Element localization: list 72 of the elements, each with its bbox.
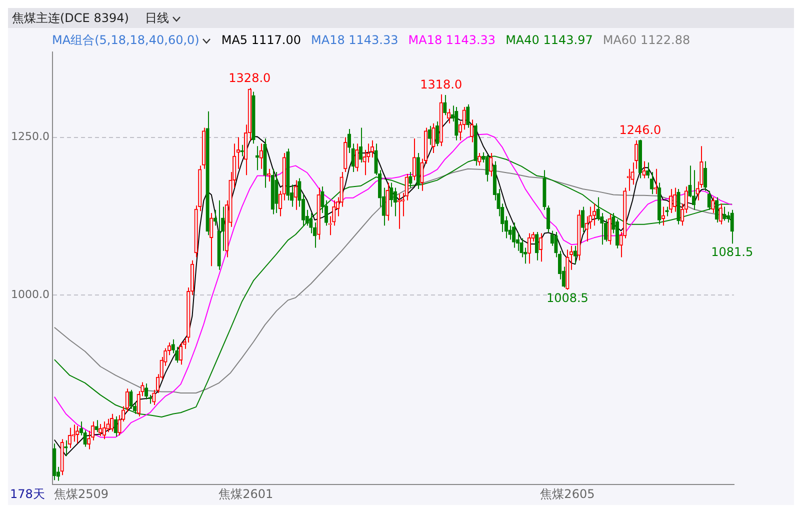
candlestick bbox=[294, 180, 298, 210]
candlestick bbox=[650, 171, 654, 195]
text: MA18 1143.33 bbox=[311, 33, 398, 47]
candlestick bbox=[580, 206, 585, 232]
annotation: 1318.0 bbox=[420, 77, 462, 92]
chart-title: 焦煤主连(DCE 8394) bbox=[12, 11, 129, 25]
candlestick bbox=[642, 160, 646, 179]
candlestick bbox=[654, 168, 658, 195]
candlestick bbox=[76, 425, 80, 444]
candlestick bbox=[255, 146, 260, 171]
annotation: 1081.5 bbox=[711, 244, 754, 259]
candlestick bbox=[98, 423, 102, 436]
candlestick bbox=[608, 214, 612, 246]
candlestick bbox=[240, 144, 244, 157]
candlestick bbox=[428, 125, 432, 146]
candlestick bbox=[730, 209, 734, 244]
y-tick-label: 1000.0 bbox=[10, 288, 50, 301]
candlestick bbox=[718, 203, 722, 225]
text: 178天 bbox=[10, 486, 45, 503]
candlestick bbox=[634, 140, 638, 170]
annotation: 1246.0 bbox=[619, 122, 662, 137]
candlestick bbox=[129, 389, 133, 410]
candlestick bbox=[144, 383, 148, 400]
candlestick bbox=[573, 245, 577, 264]
text: MA5 1117.00 bbox=[221, 33, 301, 47]
text: MA60 1122.88 bbox=[602, 33, 690, 47]
candlestick bbox=[68, 427, 72, 448]
candlestick bbox=[432, 122, 436, 154]
candlestick bbox=[110, 413, 114, 432]
candlestick bbox=[665, 206, 669, 217]
candlestick bbox=[527, 232, 531, 264]
candlestick bbox=[520, 238, 524, 258]
candlestick bbox=[94, 420, 98, 433]
text: MA组合(5,18,18,40,60,0) bbox=[52, 33, 200, 47]
candlestick bbox=[408, 171, 412, 188]
candlestick bbox=[534, 231, 539, 261]
candlestick bbox=[397, 194, 401, 230]
candlestick bbox=[178, 342, 183, 366]
y-tick-label: 1250.0 bbox=[10, 130, 50, 144]
candlestick bbox=[266, 168, 271, 182]
candlestick bbox=[592, 203, 596, 226]
candlestick bbox=[626, 168, 631, 192]
annotation: 1328.0 bbox=[228, 71, 271, 86]
candlestick bbox=[466, 104, 470, 128]
chart-subtitle: 日线 bbox=[144, 11, 169, 25]
candlestick bbox=[443, 94, 447, 116]
x-tick-label: 焦煤2601 bbox=[218, 486, 274, 501]
candlestick bbox=[114, 416, 118, 438]
candlestick bbox=[309, 212, 313, 234]
x-tick-label: 焦煤2509 bbox=[54, 486, 108, 501]
candlestick bbox=[722, 206, 726, 222]
candlestick bbox=[489, 152, 493, 177]
candlestick bbox=[512, 222, 516, 248]
candlestick bbox=[584, 216, 588, 242]
candlestick bbox=[703, 160, 708, 192]
candlestick bbox=[661, 206, 665, 226]
text: MA40 1143.97 bbox=[506, 33, 593, 47]
candlestick bbox=[692, 170, 696, 210]
candlestick bbox=[259, 143, 263, 170]
candlestick bbox=[714, 196, 719, 224]
candlestick bbox=[668, 188, 673, 214]
candlestick bbox=[711, 196, 715, 214]
annotation: 1008.5 bbox=[546, 290, 588, 305]
candlestick bbox=[362, 149, 366, 176]
x-tick-label: 焦煤2605 bbox=[540, 486, 595, 501]
candlestick bbox=[646, 162, 650, 179]
candlestick bbox=[412, 138, 416, 181]
text: MA18 1143.33 bbox=[408, 33, 496, 47]
candlestick bbox=[274, 171, 278, 214]
candlestick bbox=[454, 106, 458, 141]
candlestick bbox=[435, 120, 440, 147]
candlestick bbox=[355, 143, 359, 172]
